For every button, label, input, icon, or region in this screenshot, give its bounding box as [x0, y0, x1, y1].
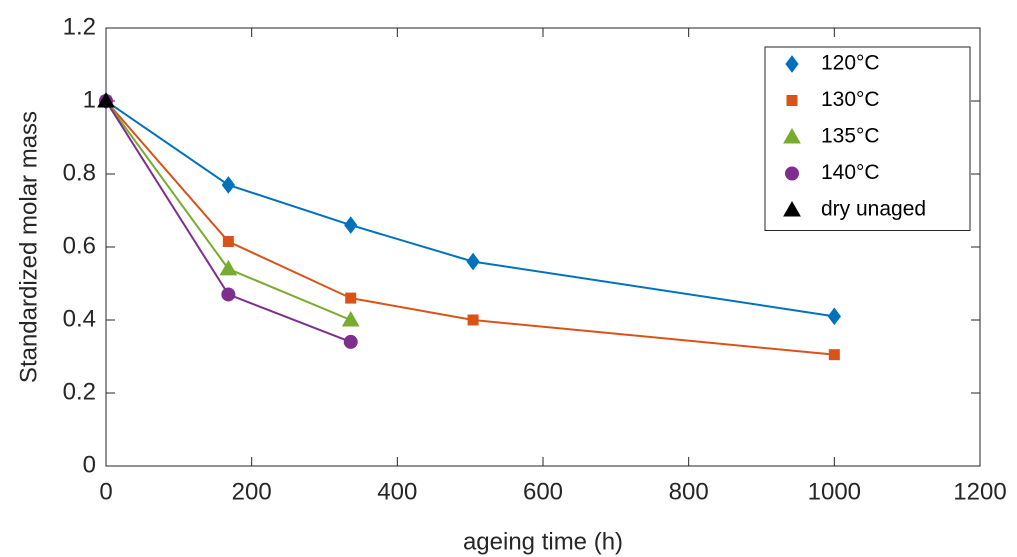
y-tick-label: 0.6	[63, 232, 96, 259]
marker	[467, 314, 479, 326]
legend-label: 135°C	[821, 125, 880, 148]
marker	[783, 200, 801, 217]
legend-label: dry unaged	[821, 198, 926, 221]
marker	[344, 216, 358, 234]
x-tick-label: 600	[523, 478, 563, 505]
legend-box	[764, 46, 971, 231]
x-axis-label: ageing time (h)	[463, 528, 623, 555]
x-tick-label: 1200	[953, 478, 1006, 505]
x-tick-label: 400	[377, 478, 417, 505]
marker	[221, 176, 235, 194]
legend-label: 130°C	[821, 88, 880, 111]
y-tick-label: 0.4	[63, 305, 96, 332]
x-tick-label: 1000	[808, 478, 861, 505]
y-tick-label: 0.8	[63, 159, 96, 186]
marker	[222, 236, 234, 248]
marker	[785, 55, 799, 73]
marker	[828, 349, 840, 361]
marker	[345, 292, 357, 304]
marker	[343, 334, 358, 349]
marker	[341, 310, 360, 327]
x-tick-label: 800	[669, 478, 709, 505]
legend: 120°C 130°C 135°C 140°C dry unaged	[764, 46, 971, 231]
y-axis-label: Standardized molar mass	[15, 111, 42, 383]
y-tick-label: 1	[83, 86, 96, 113]
marker	[783, 127, 801, 144]
y-tick-label: 0.2	[63, 378, 96, 405]
marker	[466, 252, 480, 271]
marker	[786, 95, 798, 106]
y-tick-label: 1.2	[63, 13, 96, 40]
y-tick-label: 0	[83, 451, 96, 478]
x-tick-label: 0	[99, 478, 112, 505]
x-tick-label: 200	[232, 478, 272, 505]
marker	[221, 287, 236, 302]
marker	[219, 259, 238, 276]
legend-label: 120°C	[821, 52, 880, 75]
marker	[785, 166, 799, 181]
marker	[97, 91, 115, 108]
marker	[827, 307, 841, 326]
legend-label: 140°C	[821, 161, 880, 184]
